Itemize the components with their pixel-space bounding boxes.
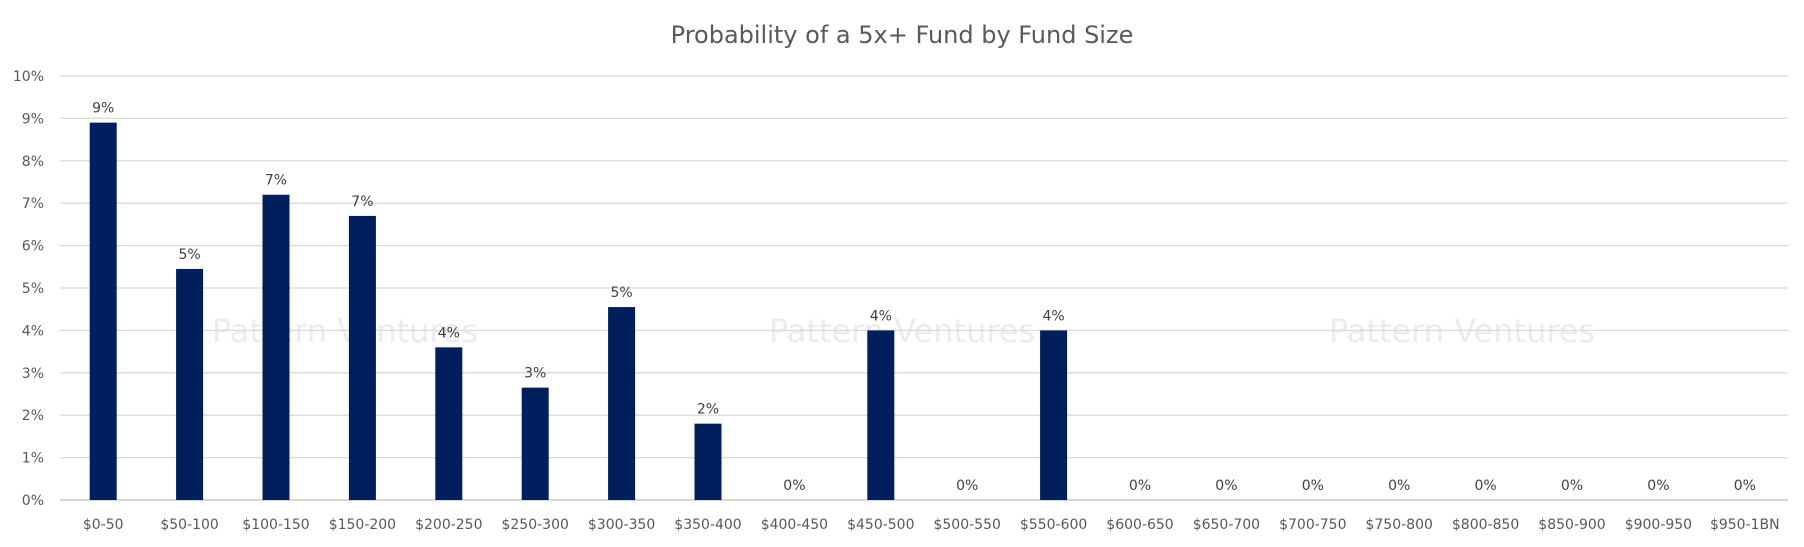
y-tick-label: 3% bbox=[22, 366, 44, 382]
x-tick-label: $850-900 bbox=[1538, 517, 1605, 533]
data-label: 7% bbox=[265, 173, 287, 189]
x-axis-tick-labels: $0-50 $50-100 $100-150 $150-200 $200-250 $250… bbox=[83, 517, 1780, 533]
data-label: 0% bbox=[1388, 478, 1410, 494]
bar bbox=[89, 122, 117, 500]
data-label: 4% bbox=[870, 308, 892, 324]
x-tick-label: $900-950 bbox=[1625, 517, 1692, 533]
bar bbox=[262, 194, 290, 500]
x-tick-label: $800-850 bbox=[1452, 517, 1519, 533]
y-axis-tick-labels: 0% 1% 2% 3% 4% 5% 6% 7% 8% 9% 10% bbox=[13, 69, 44, 509]
y-tick-label: 2% bbox=[22, 408, 44, 424]
data-label: 5% bbox=[178, 247, 200, 263]
y-tick-label: 7% bbox=[22, 196, 44, 212]
x-tick-label: $450-500 bbox=[847, 517, 914, 533]
y-tick-label: 1% bbox=[22, 451, 44, 467]
data-label: 7% bbox=[351, 194, 373, 210]
data-label: 3% bbox=[524, 366, 546, 382]
data-labels: 9% 5% 7% 7% 4% 3% 5% 2% 0% 4% 0% 4% 0% 0% 0% 0% 0% 0% 0% 0% bbox=[92, 101, 1756, 494]
data-label: 0% bbox=[1302, 478, 1324, 494]
y-tick-label: 8% bbox=[22, 154, 44, 170]
bar bbox=[348, 215, 376, 501]
data-label: 5% bbox=[610, 285, 632, 301]
data-label: 0% bbox=[1647, 478, 1669, 494]
x-tick-label: $500-550 bbox=[933, 517, 1000, 533]
data-label: 4% bbox=[438, 325, 460, 341]
y-tick-label: 6% bbox=[22, 239, 44, 255]
y-tick-label: 4% bbox=[22, 323, 44, 339]
x-tick-label: $700-750 bbox=[1279, 517, 1346, 533]
bar bbox=[521, 387, 549, 500]
x-tick-label: $150-200 bbox=[329, 517, 396, 533]
y-tick-label: 5% bbox=[22, 281, 44, 297]
bar bbox=[608, 307, 636, 500]
bar bbox=[867, 330, 895, 500]
x-tick-label: $550-600 bbox=[1020, 517, 1087, 533]
data-label: 4% bbox=[1042, 308, 1064, 324]
gridlines bbox=[60, 75, 1788, 501]
x-tick-label: $350-400 bbox=[674, 517, 741, 533]
data-label: 0% bbox=[1474, 478, 1496, 494]
x-tick-label: $600-650 bbox=[1106, 517, 1173, 533]
bar bbox=[435, 347, 463, 500]
x-tick-label: $750-800 bbox=[1365, 517, 1432, 533]
data-label: 0% bbox=[1215, 478, 1237, 494]
bars bbox=[89, 122, 1068, 501]
y-tick-label: 9% bbox=[22, 111, 44, 127]
y-tick-label: 0% bbox=[22, 493, 44, 509]
x-tick-label: $50-100 bbox=[160, 517, 219, 533]
x-tick-label: $950-1BN bbox=[1710, 517, 1780, 533]
data-label: 0% bbox=[1129, 478, 1151, 494]
data-label: 0% bbox=[1734, 478, 1756, 494]
data-label: 0% bbox=[1561, 478, 1583, 494]
x-tick-label: $0-50 bbox=[83, 517, 124, 533]
data-label: 0% bbox=[956, 478, 978, 494]
x-tick-label: $250-300 bbox=[501, 517, 568, 533]
bar bbox=[176, 268, 204, 500]
bar bbox=[694, 423, 722, 500]
data-label: 9% bbox=[92, 101, 114, 117]
x-tick-label: $400-450 bbox=[761, 517, 828, 533]
chart-title: Probability of a 5x+ Fund by Fund Size bbox=[671, 21, 1134, 49]
x-tick-label: $200-250 bbox=[415, 517, 482, 533]
bar bbox=[1040, 330, 1068, 500]
x-tick-label: $300-350 bbox=[588, 517, 655, 533]
data-label: 2% bbox=[697, 402, 719, 418]
y-tick-label: 10% bbox=[13, 69, 44, 85]
data-label: 0% bbox=[783, 478, 805, 494]
x-tick-label: $100-150 bbox=[242, 517, 309, 533]
x-tick-label: $650-700 bbox=[1193, 517, 1260, 533]
